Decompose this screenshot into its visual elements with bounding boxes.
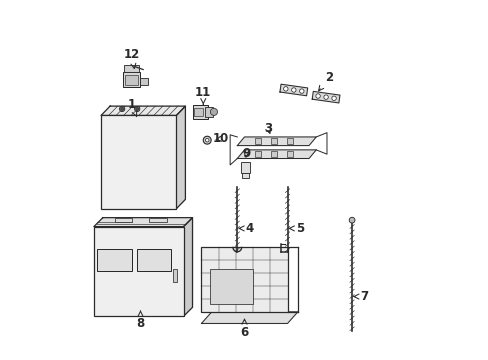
Circle shape [210, 108, 217, 116]
Bar [125, 75, 137, 85]
Polygon shape [176, 106, 185, 209]
Bar [242, 173, 248, 178]
Circle shape [119, 106, 124, 112]
Bar [114, 218, 132, 222]
Bar [140, 78, 147, 85]
Polygon shape [237, 137, 316, 145]
Bar [287, 152, 292, 157]
Bar [255, 139, 261, 144]
Circle shape [134, 106, 140, 112]
Text: 12: 12 [123, 48, 140, 68]
Circle shape [283, 87, 287, 91]
Circle shape [323, 95, 327, 99]
Polygon shape [183, 218, 192, 316]
Circle shape [299, 89, 304, 93]
Polygon shape [237, 150, 316, 158]
Text: 4: 4 [239, 222, 253, 235]
Bar [194, 108, 203, 116]
Bar [241, 162, 249, 173]
Circle shape [291, 88, 295, 92]
Text: 6: 6 [240, 319, 248, 339]
Polygon shape [279, 84, 307, 96]
Bar [101, 116, 176, 209]
Polygon shape [201, 312, 297, 323]
Bar [255, 152, 261, 157]
Circle shape [136, 108, 138, 110]
Bar [201, 247, 287, 312]
Text: 10: 10 [213, 132, 229, 145]
Bar [97, 249, 131, 271]
Text: 11: 11 [195, 86, 211, 104]
Bar [123, 65, 139, 72]
Bar [192, 105, 207, 119]
Bar [210, 269, 253, 304]
Circle shape [331, 96, 336, 100]
Text: 7: 7 [353, 290, 368, 303]
Bar [271, 152, 277, 157]
Bar [287, 139, 292, 144]
Text: 3: 3 [263, 122, 271, 135]
Text: 9: 9 [242, 147, 250, 159]
Bar [205, 107, 213, 117]
Bar [271, 139, 277, 144]
Bar [122, 72, 140, 87]
Text: 1: 1 [127, 98, 137, 117]
Text: 8: 8 [136, 311, 144, 330]
Bar [94, 226, 183, 316]
Polygon shape [101, 106, 185, 116]
Polygon shape [94, 218, 192, 226]
Bar [137, 249, 171, 271]
Circle shape [348, 217, 354, 223]
Circle shape [315, 94, 320, 98]
Bar [148, 218, 166, 222]
Text: 5: 5 [289, 222, 304, 235]
Circle shape [205, 138, 208, 142]
Text: 2: 2 [318, 71, 332, 91]
Circle shape [203, 136, 211, 144]
Polygon shape [311, 91, 339, 103]
Bar [172, 269, 177, 282]
Circle shape [121, 108, 123, 110]
